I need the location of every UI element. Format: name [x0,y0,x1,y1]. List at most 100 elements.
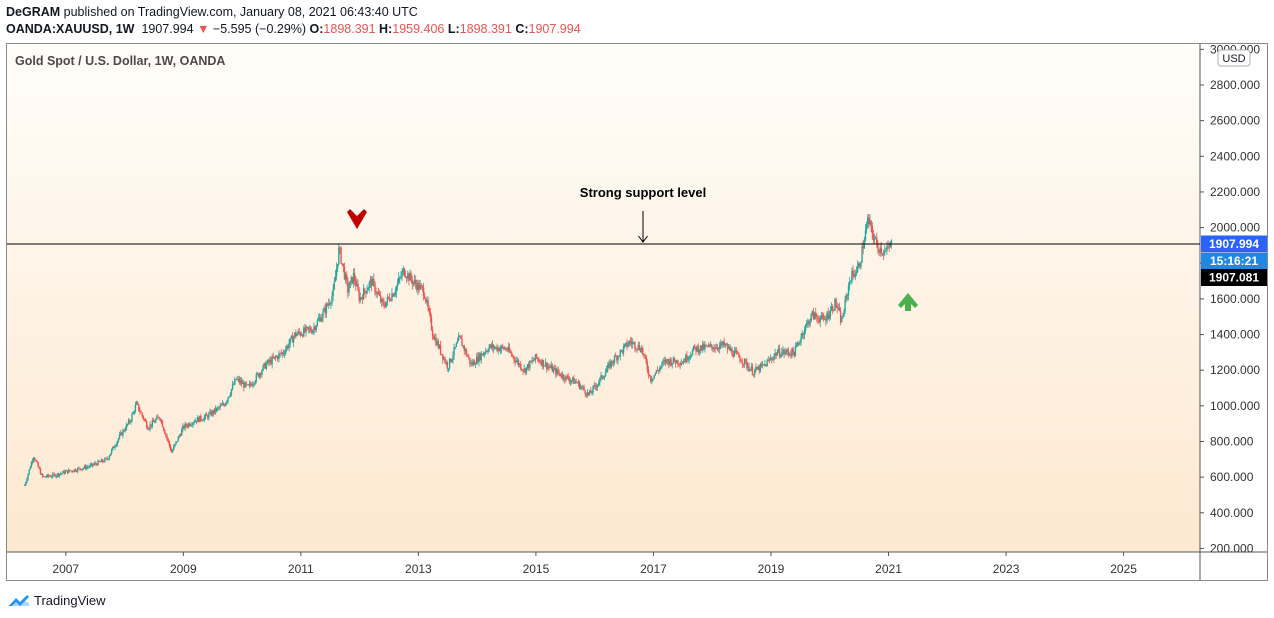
candle-body [794,346,797,357]
candle-body [593,385,595,387]
candle-body [749,369,751,371]
candle-body [474,364,477,366]
candle-body [325,304,328,314]
candle-body [689,356,691,357]
candle-body [321,317,323,322]
candle-body [479,353,481,360]
candle-body [385,301,387,307]
candle-body [26,479,28,483]
candle-body [446,362,449,369]
candle-body [121,432,123,436]
candle-body [616,356,618,361]
candle-body [839,310,842,323]
candle-body [563,374,565,379]
candle-body [348,287,350,293]
candle-body [96,464,98,466]
candle-body [133,411,135,413]
candle-body [653,375,655,379]
candle-body [879,247,881,253]
x-tick-label: 2019 [758,562,785,576]
candle-body [752,374,755,376]
candle-body [590,390,592,393]
up-arrow-icon[interactable] [898,293,918,311]
candle-body [627,344,629,347]
candle-body [673,357,676,362]
candle-body [683,361,686,362]
candle-body [844,299,846,312]
candle-body [638,344,641,350]
candle-body [412,282,415,285]
candle-body [88,466,90,468]
candle-body [723,341,725,346]
candle-body [889,242,892,248]
candle-body [80,469,82,470]
candle-body [504,348,506,350]
candle-body [305,326,307,332]
tradingview-logo[interactable]: TradingView [6,590,106,610]
candle-body [414,280,417,285]
candle-body [546,362,548,369]
down-arrow-icon[interactable] [347,209,367,229]
candle-body [544,362,547,366]
candle-body [769,358,772,360]
candle-body [75,471,78,472]
candle-body [564,378,566,381]
candle-body [101,459,104,462]
candle-body [837,307,840,309]
candle-body [437,341,439,348]
candle-body [207,415,209,419]
candle-body [105,458,107,460]
candle-body [882,253,885,255]
author-name[interactable]: DeGRAM [6,5,61,19]
candle-body [78,467,80,469]
candle-body [297,331,299,335]
annotation-text[interactable]: Strong support level [580,185,706,200]
candle-body [773,355,775,360]
candle-body [372,278,374,286]
candle-body [92,464,95,466]
candle-body [219,405,221,408]
annotation-arrow-icon[interactable] [638,211,648,243]
candle-body [279,353,281,354]
candle-body [340,247,342,264]
candle-body [84,465,87,469]
candle-body [603,376,606,378]
candle-body [382,299,384,303]
candle-body [351,277,354,284]
candle-body [669,359,671,365]
candle-body [353,273,356,281]
candle-body [416,284,418,291]
candle-body [157,416,159,418]
candle-body [343,266,346,280]
candle-body [349,280,351,288]
candle-body [210,411,212,416]
candle-body [645,356,647,363]
candle-body [32,458,35,461]
crosshair-badge: 1907.081 [1201,268,1267,286]
candle-body [883,251,886,255]
candle-body [162,427,165,431]
candle-body [734,350,737,352]
candle-body [548,366,550,368]
candle-body [117,438,120,442]
candle-body [568,379,571,382]
candle-body [598,382,600,385]
candle-body [864,230,867,241]
candle-body [418,282,420,290]
candle-body [358,290,360,301]
candle-body [213,408,216,414]
candle-body [716,347,719,349]
candle-body [711,344,713,347]
candle-body [127,420,130,425]
candle-body [433,335,435,340]
candle-body [789,354,791,355]
candle-body [242,382,244,384]
candle-body [471,362,473,366]
candle-body [589,390,591,395]
candle-body [728,346,730,350]
candle-body [112,446,114,450]
currency-button[interactable]: USD [1217,49,1251,67]
candle-body [763,364,765,365]
candle-body [156,416,158,420]
